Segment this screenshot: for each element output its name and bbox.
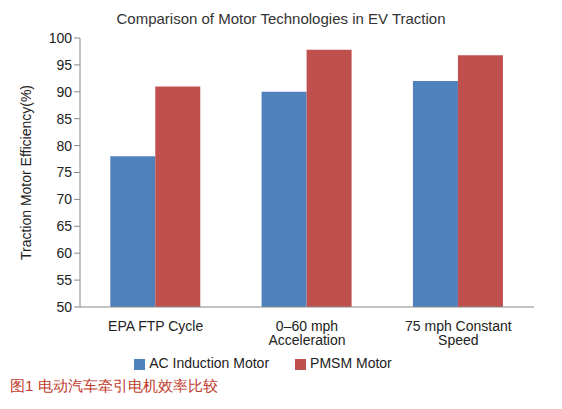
svg-text:85: 85 xyxy=(56,111,72,127)
svg-text:55: 55 xyxy=(56,272,72,288)
svg-text:70: 70 xyxy=(56,191,72,207)
html-text:PMSM Motor: PMSM Motor xyxy=(310,355,392,371)
svg-text:0–60 mphAcceleration: 0–60 mphAcceleration xyxy=(268,318,345,348)
svg-text:50: 50 xyxy=(56,299,72,315)
svg-text:80: 80 xyxy=(56,138,72,154)
svg-text:95: 95 xyxy=(56,57,72,73)
html-text:图1 电动汽车牵引电机效率比较: 图1 电动汽车牵引电机效率比较 xyxy=(10,377,218,394)
svg-text:Traction Motor Efficiency(%): Traction Motor Efficiency(%) xyxy=(18,85,34,260)
svg-text:60: 60 xyxy=(56,245,72,261)
svg-text:EPA FTP Cycle: EPA FTP Cycle xyxy=(108,318,203,334)
svg-text:65: 65 xyxy=(56,218,72,234)
svg-text:100: 100 xyxy=(49,30,73,46)
html-text:AC Induction Motor: AC Induction Motor xyxy=(149,355,270,371)
svg-text:75: 75 xyxy=(56,164,72,180)
html-text:Comparison of Motor Technologi: Comparison of Motor Technologies in EV T… xyxy=(116,10,446,27)
svg-text:90: 90 xyxy=(56,84,72,100)
svg-text:75 mph ConstantSpeed: 75 mph ConstantSpeed xyxy=(405,318,512,348)
